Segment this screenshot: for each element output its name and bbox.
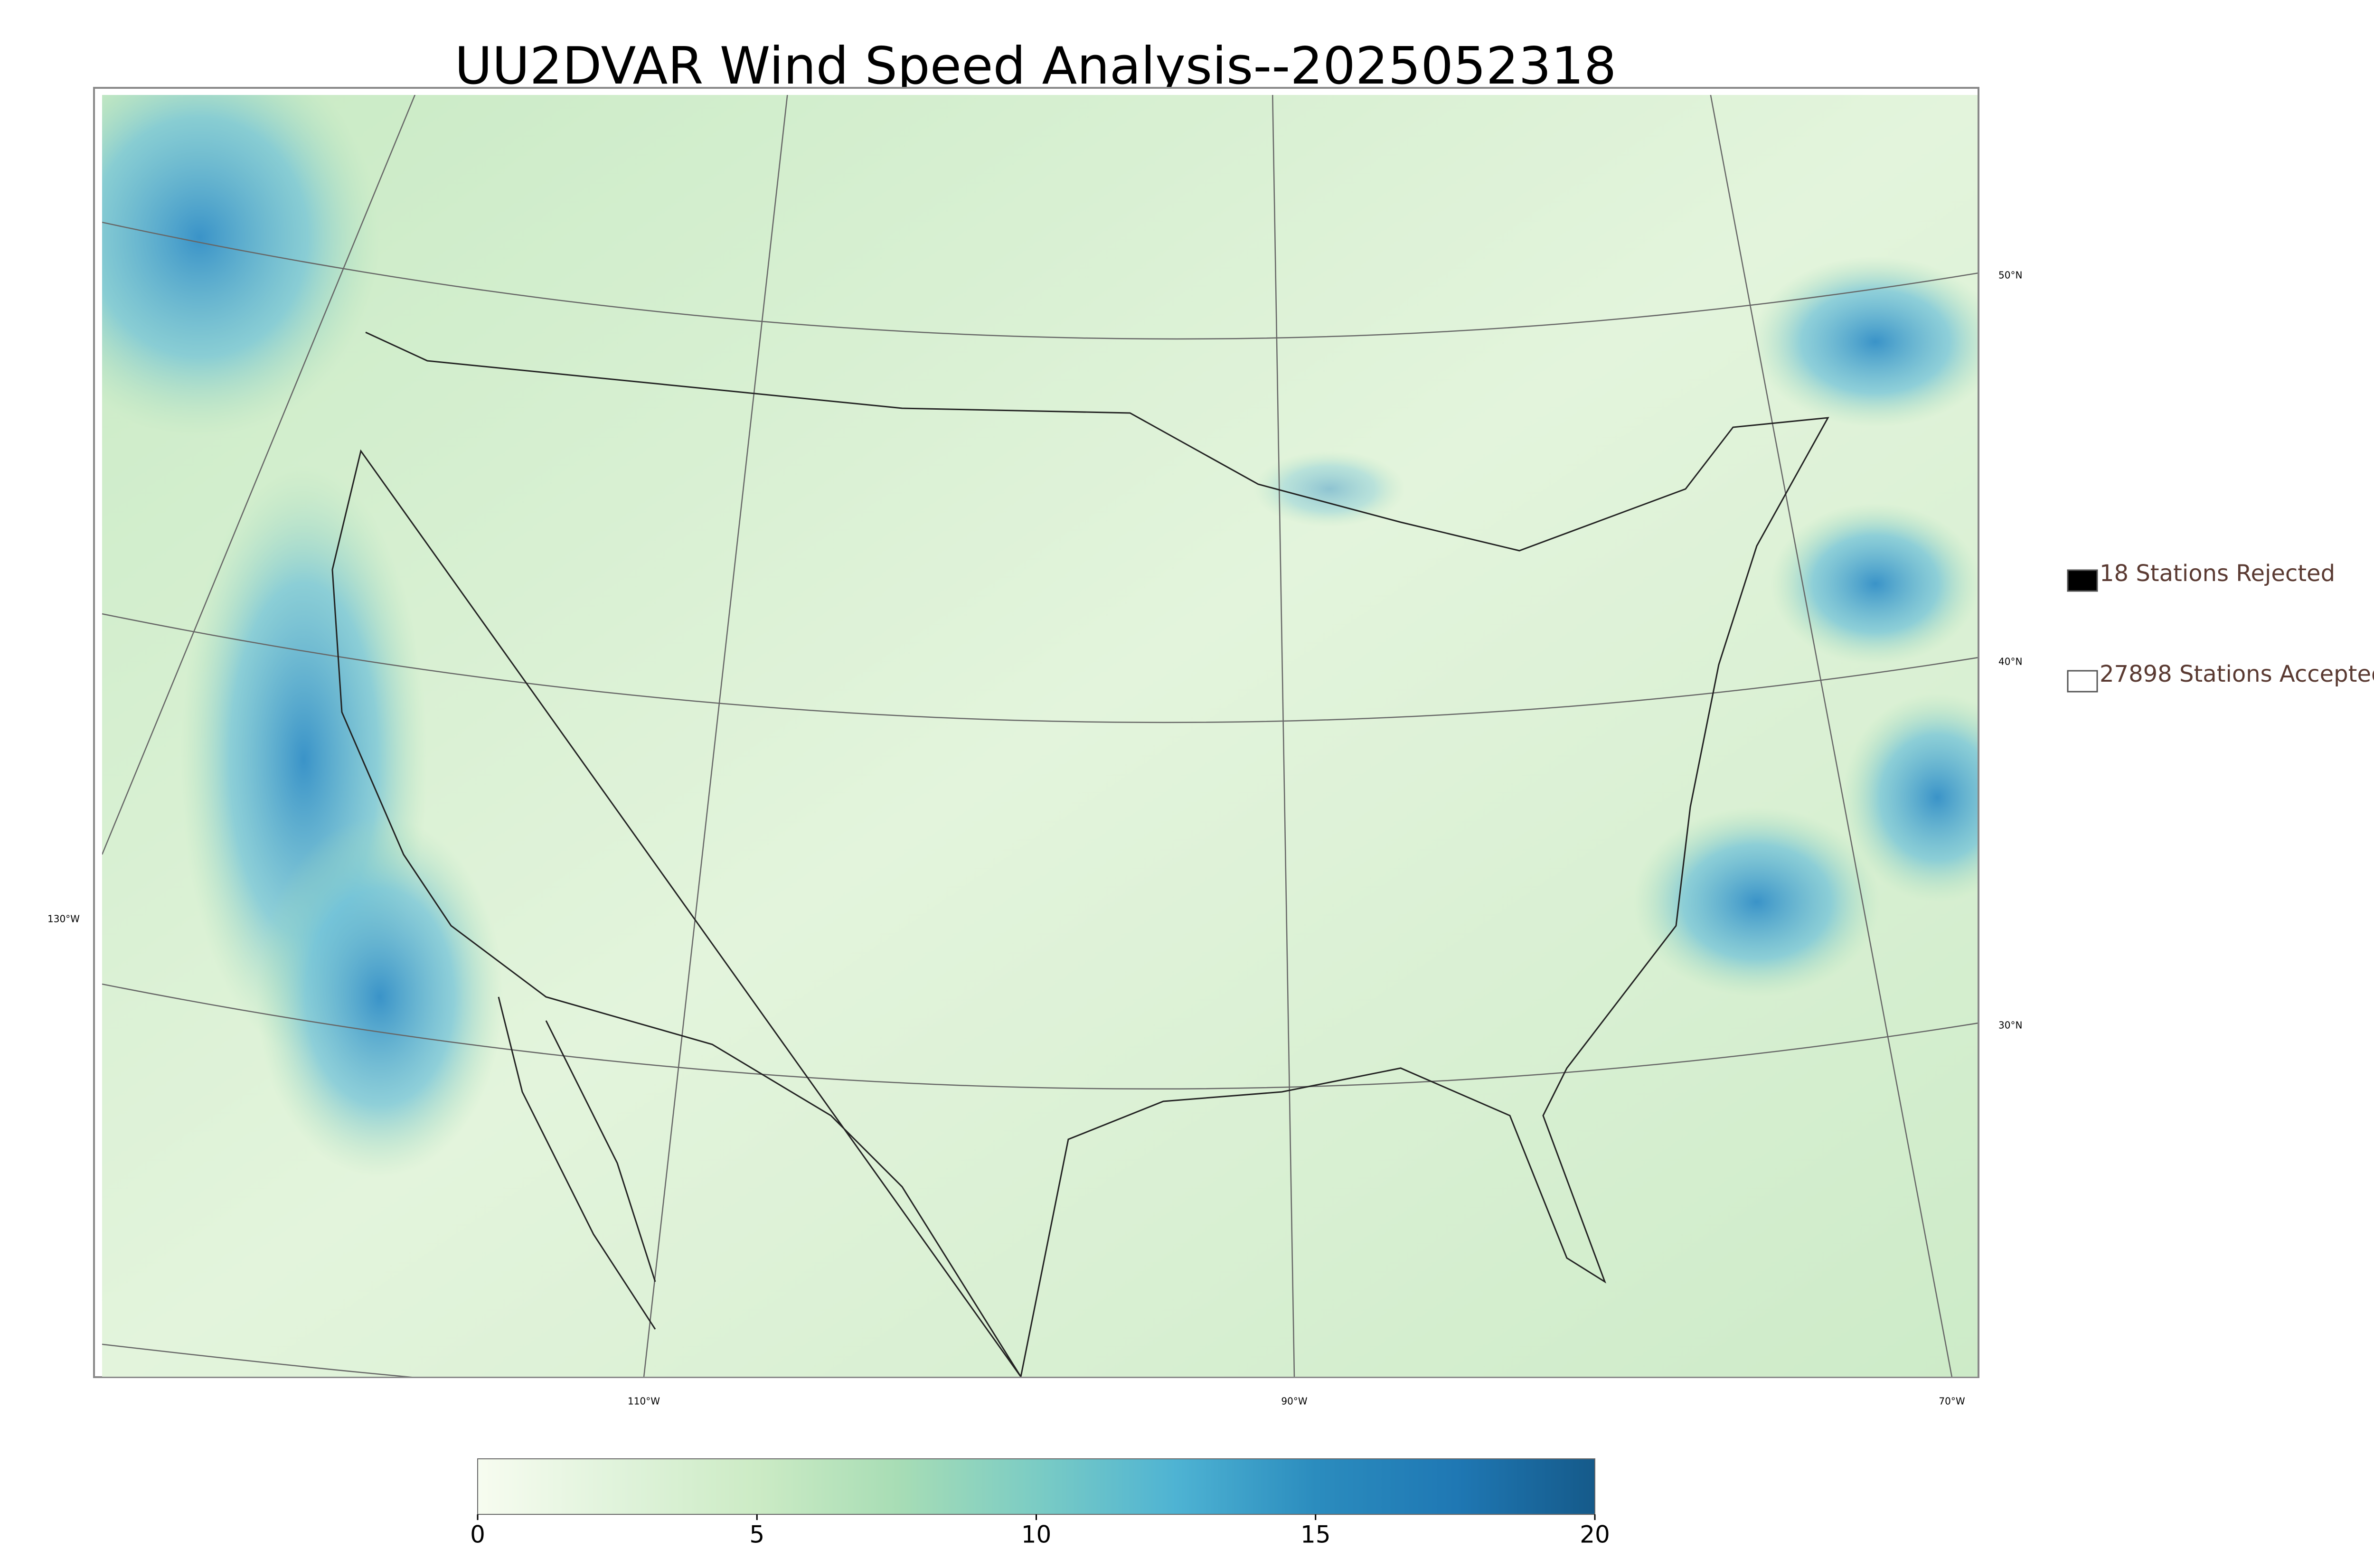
wind-patch: [1752, 256, 1978, 427]
colorbar-tick-label: 5: [749, 1521, 764, 1549]
colorbar-tick-label: 15: [1300, 1521, 1331, 1549]
lat-labels: 50°N 40°N 30°N: [1998, 270, 2022, 1031]
lat-label: 40°N: [1998, 656, 2022, 667]
lon-label: 110°W: [628, 1396, 660, 1407]
meridian: [1710, 95, 1953, 1377]
meridian: [643, 95, 788, 1377]
wind-patch: [1633, 807, 1880, 997]
wind-patch: [1253, 451, 1405, 527]
wind-patch: [256, 817, 503, 1177]
legend-label: 27898 Stations Accepted: [2100, 661, 2374, 687]
meridian: [102, 95, 416, 855]
parallel: [102, 613, 1978, 723]
colorbar: 0 5 10 15 20: [470, 1458, 1610, 1549]
lon-label: 70°W: [1939, 1396, 1965, 1407]
legend-label: 18 Stations Rejected: [2100, 560, 2335, 587]
parallel: [102, 221, 1978, 340]
legend-swatch: [2067, 670, 2098, 693]
lon-label: 130°W: [47, 913, 80, 925]
lon-label: 90°W: [1281, 1396, 1307, 1407]
coastline: [498, 996, 656, 1330]
map-title: UU2DVAR Wind Speed Analysis--2025052318: [455, 37, 1617, 96]
wind-patch: [1771, 503, 1978, 665]
lat-label: 30°N: [1998, 1020, 2022, 1031]
parallel: [102, 983, 1978, 1090]
meridian: [1272, 95, 1295, 1377]
legend-swatch: [2067, 569, 2098, 592]
colorbar-tick-label: 10: [1021, 1521, 1052, 1549]
lat-label: 50°N: [1998, 270, 2022, 281]
wind-patch: [102, 95, 380, 437]
graticule: [102, 95, 1978, 1377]
coastline: [331, 331, 1829, 1377]
wind-patch: [1842, 693, 1978, 902]
lon-labels: 130°W 110°W 90°W 70°W: [47, 913, 1965, 1407]
legend: 18 Stations Rejected 27898 Stations Accep…: [2067, 560, 2374, 693]
map-field: [102, 95, 1978, 1377]
colorbar-tick-label: 20: [1580, 1521, 1610, 1549]
colorbar-bar: [477, 1458, 1595, 1515]
parallel: [102, 1343, 413, 1377]
colorbar-tick-label: 0: [470, 1521, 485, 1549]
